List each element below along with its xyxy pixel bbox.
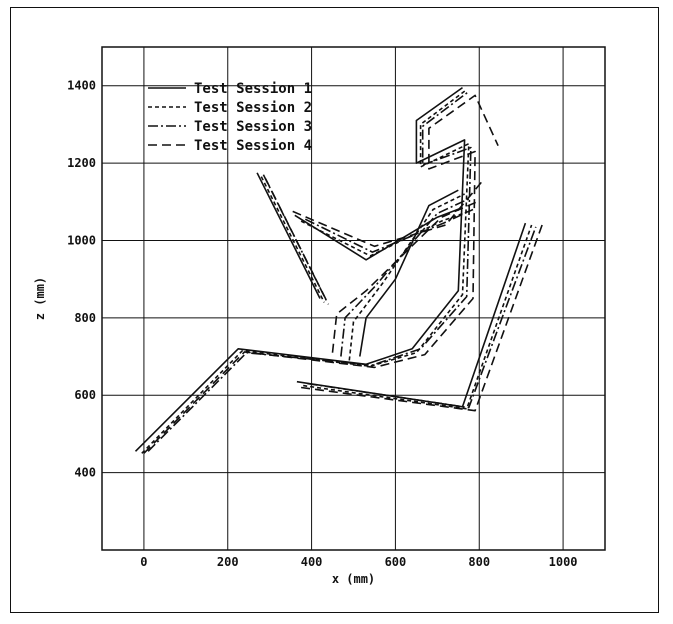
y-axis-label: z (mm) xyxy=(33,277,47,320)
series-line xyxy=(296,222,527,408)
series-line xyxy=(304,208,474,253)
y-tick-label: 1200 xyxy=(67,156,96,170)
x-tick-label: 1000 xyxy=(549,555,578,569)
series-line xyxy=(300,210,470,257)
series-line xyxy=(256,172,321,299)
series-line xyxy=(143,94,499,454)
legend-label: Test Session 1 xyxy=(194,81,312,97)
series-line xyxy=(141,88,470,454)
x-axis-label: x (mm) xyxy=(332,572,375,586)
series-line xyxy=(359,189,459,357)
y-tick-label: 400 xyxy=(74,466,96,480)
x-tick-label: 600 xyxy=(385,555,407,569)
x-tick-label: 0 xyxy=(140,555,147,569)
figure-frame xyxy=(10,7,659,613)
x-tick-label: 800 xyxy=(468,555,490,569)
x-tick-label: 200 xyxy=(217,555,239,569)
y-tick-label: 1400 xyxy=(67,79,96,93)
grid xyxy=(102,47,605,550)
y-tick-label: 800 xyxy=(74,311,96,325)
series-line xyxy=(134,86,466,452)
series-line xyxy=(331,201,478,353)
series-line xyxy=(264,178,330,305)
y-tick-label: 600 xyxy=(74,388,96,402)
series-line xyxy=(300,224,543,412)
plot-area xyxy=(101,46,606,551)
legend-label: Test Session 3 xyxy=(194,119,312,135)
series-line xyxy=(260,176,325,303)
series-4 xyxy=(143,94,543,454)
series-line xyxy=(307,226,537,409)
series-2 xyxy=(141,88,533,454)
series-line xyxy=(340,197,472,357)
x-tick-label: 400 xyxy=(301,555,323,569)
series-line xyxy=(303,224,533,410)
series-1 xyxy=(134,86,527,452)
legend-label: Test Session 4 xyxy=(194,138,312,154)
series-line xyxy=(292,181,482,248)
series-line xyxy=(348,193,465,361)
y-tick-label: 1000 xyxy=(67,233,96,247)
axis-ticks: 0 200 400 600 800 1000 400 600 800 1000 1200 1400 xyxy=(67,79,577,569)
series-lines xyxy=(134,86,543,454)
legend: Test Session 1 Test Session 2 Test Session… xyxy=(148,81,312,154)
legend-label: Test Session 2 xyxy=(194,100,312,116)
